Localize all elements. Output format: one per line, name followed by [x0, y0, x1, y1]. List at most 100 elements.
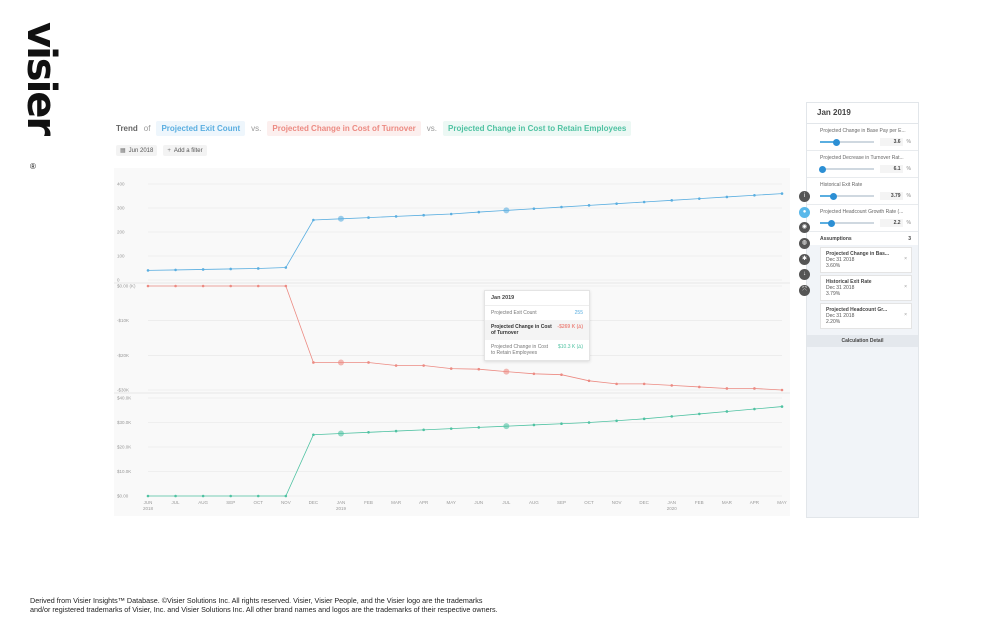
slider-value-input[interactable]: 3.6	[880, 138, 903, 146]
assumption-date: Dec 31 2018	[826, 285, 855, 291]
slider-unit: %	[906, 220, 911, 226]
close-icon[interactable]: ×	[904, 256, 907, 262]
y-tick-label: $0.00 (K)	[117, 284, 136, 289]
slider-track[interactable]	[820, 138, 875, 146]
x-year-label: 2018	[143, 506, 154, 511]
lightbulb-icon[interactable]: ●	[799, 206, 810, 218]
assumptions-header[interactable]: Assumptions 3	[807, 232, 918, 245]
data-point	[477, 426, 481, 429]
data-point	[256, 284, 260, 288]
slider-track[interactable]	[820, 192, 875, 200]
tooltip-label: Projected Exit Count	[491, 310, 537, 316]
download-icon[interactable]: ↓	[799, 269, 810, 281]
slider-exit-rate: Historical Exit Rate 3.79 %	[807, 178, 918, 205]
data-point	[477, 367, 481, 371]
eye-icon[interactable]: ◉	[799, 222, 810, 234]
series-line	[148, 406, 783, 497]
data-point	[780, 192, 784, 195]
metric-cost-retain-pill[interactable]: Projected Change in Cost to Retain Emplo…	[443, 120, 632, 136]
data-point	[422, 364, 425, 367]
footer-legal: Derived from Visier Insights™ Database. …	[30, 596, 498, 614]
data-point	[449, 212, 453, 216]
slider-handle[interactable]	[828, 219, 836, 227]
settings-icon[interactable]: ✱	[799, 253, 810, 265]
x-tick-label: MAR	[391, 500, 402, 505]
assumption-card[interactable]: Historical Exit Rate Dec 31 2018 3.79% ×	[820, 275, 912, 301]
data-point	[449, 427, 453, 430]
close-icon[interactable]: ×	[904, 312, 907, 318]
data-point	[642, 417, 646, 421]
data-point	[532, 423, 536, 427]
slider-track[interactable]	[820, 219, 875, 227]
add-filter-button[interactable]: + Add a filter	[163, 145, 207, 156]
data-point	[670, 384, 674, 387]
data-point	[174, 494, 177, 498]
assumption-date: Dec 31 2018	[826, 257, 855, 263]
slider-track[interactable]	[819, 165, 875, 173]
metric-exit-count-pill[interactable]: Projected Exit Count	[156, 120, 246, 136]
metric-cost-turnover-pill[interactable]: Projected Change in Cost of Turnover	[267, 120, 421, 136]
data-point	[422, 213, 425, 217]
data-point	[587, 204, 591, 207]
calculation-detail-button[interactable]: Calculation Detail	[807, 335, 918, 347]
data-point	[337, 359, 344, 366]
x-tick-label: SEP	[226, 500, 235, 505]
data-point	[229, 494, 232, 498]
logo-registered-mark: ®	[30, 162, 36, 171]
slider-value-input[interactable]: 6.1	[880, 165, 903, 173]
assumptions-title: Assumptions	[820, 236, 852, 242]
period-filter-chip[interactable]: ▦ Jun 2018	[116, 145, 158, 156]
title-vs-2: vs.	[426, 123, 438, 133]
slider-headcount-growth: Projected Headcount Growth Rate (... 2.2…	[807, 205, 918, 232]
slider-value-input[interactable]: 2.2	[880, 219, 903, 227]
series-line	[148, 285, 783, 391]
data-point	[587, 421, 591, 424]
info-icon[interactable]: i	[799, 191, 810, 202]
x-tick-label: AUG	[529, 500, 539, 505]
panel-title: Jan 2019	[807, 103, 918, 124]
title-trend: Trend	[116, 123, 138, 133]
data-point	[503, 368, 510, 375]
chart-tooltip: Jan 2019 Projected Exit Count 255 Projec…	[484, 290, 590, 361]
footer-line-1: Derived from Visier Insights™ Database. …	[30, 596, 483, 605]
share-icon[interactable]: ⤧	[799, 285, 810, 297]
globe-icon[interactable]: ◍	[799, 238, 810, 250]
data-point	[753, 407, 756, 411]
data-point	[560, 373, 563, 377]
x-tick-label: OCT	[254, 500, 264, 505]
data-point	[367, 431, 370, 434]
slider-handle[interactable]	[819, 165, 827, 173]
data-point	[394, 429, 398, 433]
x-tick-label: AUG	[198, 500, 208, 505]
scenario-panel: Jan 2019 Projected Change in Base Pay pe…	[806, 102, 919, 518]
tooltip-row-cost-turnover: Projected Change in Cost of Turnover -$2…	[485, 320, 589, 340]
data-point	[753, 193, 756, 197]
assumption-card[interactable]: Projected Change in Bas... Dec 31 2018 3…	[820, 247, 912, 273]
data-point	[477, 210, 481, 214]
assumption-card[interactable]: Projected Headcount Gr... Dec 31 2018 2.…	[820, 303, 912, 329]
data-point	[698, 385, 701, 389]
y-tick-label: 0	[117, 278, 120, 283]
slider-handle[interactable]	[832, 138, 840, 146]
data-point	[201, 268, 205, 271]
tooltip-row-cost-retain: Projected Change in Cost to Retain Emplo…	[485, 340, 589, 360]
assumption-value: 3.79%	[826, 291, 841, 297]
data-point	[394, 364, 398, 367]
assumption-value: 3.60%	[826, 263, 841, 269]
slider-handle[interactable]	[830, 192, 838, 200]
visier-logo: visier	[18, 22, 66, 172]
tooltip-value: 255	[574, 310, 583, 316]
y-tick-label: 100	[117, 254, 125, 259]
x-tick-label: NOV	[281, 500, 291, 505]
y-tick-label: -$20K	[117, 353, 129, 358]
slider-value-input[interactable]: 3.79	[880, 192, 903, 200]
data-point	[312, 433, 315, 437]
x-tick-label: APR	[419, 500, 429, 505]
data-point	[449, 367, 453, 370]
data-point	[284, 266, 288, 269]
trend-chart[interactable]: 400 300 200 100 0 $0.00 (K) -$10K -$20K -$30K $40…	[114, 168, 790, 516]
x-tick-label: JUL	[502, 500, 510, 505]
close-icon[interactable]: ×	[904, 284, 907, 290]
data-point	[670, 415, 674, 418]
data-point	[725, 387, 729, 390]
